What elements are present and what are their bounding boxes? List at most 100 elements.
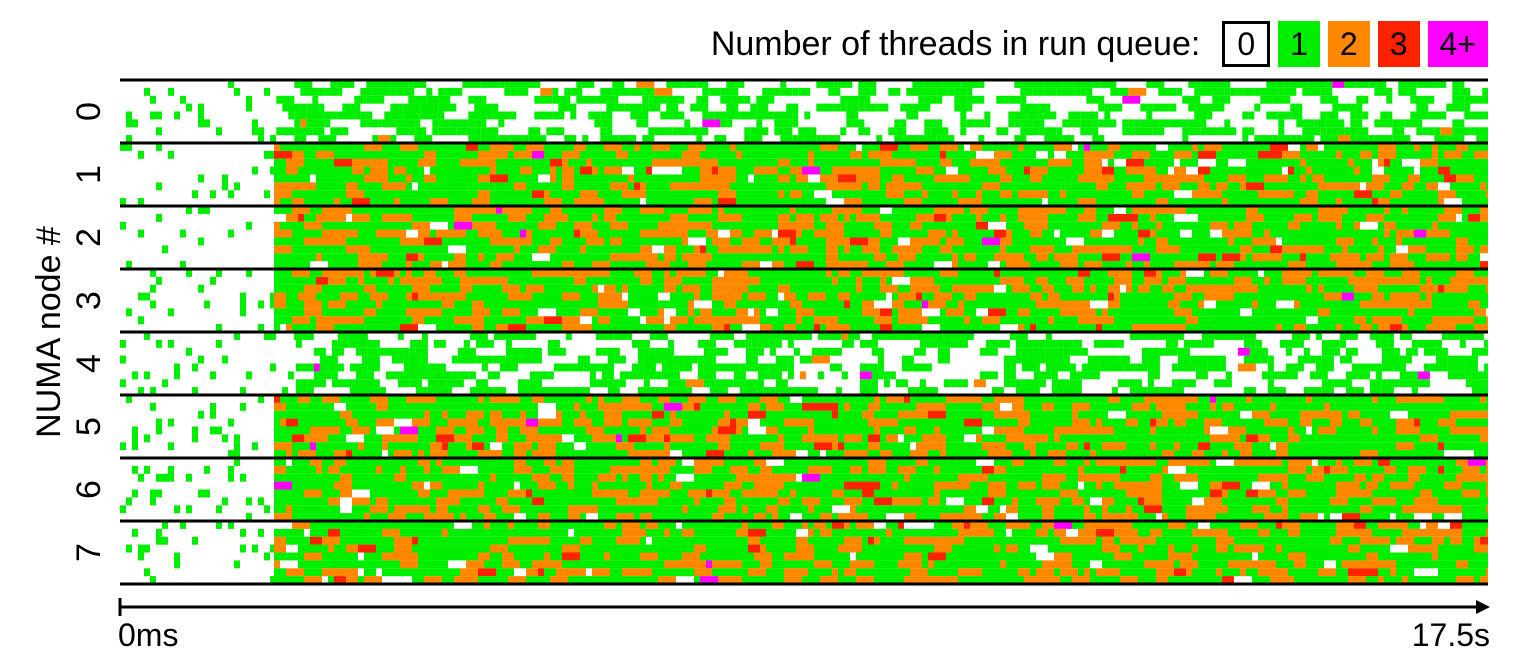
heatmap-cell <box>412 308 424 317</box>
heatmap-cell <box>1024 143 1036 151</box>
heatmap-cell <box>706 150 712 159</box>
heatmap-cell <box>763 387 776 395</box>
heatmap-cell <box>469 371 476 380</box>
heatmap-cell <box>469 332 488 340</box>
heatmap-cell <box>390 87 397 96</box>
heatmap-cell <box>1306 190 1318 199</box>
heatmap-cell <box>1369 387 1382 395</box>
heatmap-cell <box>334 198 340 206</box>
heatmap-cell <box>1452 87 1471 96</box>
heatmap-cell <box>793 387 812 395</box>
heatmap-cell <box>532 497 544 506</box>
heatmap-cell <box>856 458 868 466</box>
heatmap-cell <box>412 221 430 230</box>
heatmap-cell <box>246 497 252 506</box>
heatmap-cell <box>772 150 784 159</box>
heatmap-cell <box>916 253 934 262</box>
heatmap-cell <box>1258 284 1276 293</box>
heatmap-cell <box>736 198 754 206</box>
heatmap-cell <box>382 316 394 325</box>
heatmap-cell <box>502 166 520 175</box>
heatmap-cell <box>448 174 460 183</box>
heatmap-cell <box>1234 450 1240 458</box>
heatmap-cell <box>730 276 748 285</box>
heatmap-cell <box>370 442 382 451</box>
heatmap-cell <box>1048 269 1060 277</box>
heatmap-cell <box>816 80 835 88</box>
heatmap-cell <box>438 103 457 112</box>
heatmap-cell <box>796 308 802 317</box>
heatmap-cell <box>826 450 844 458</box>
heatmap-cell <box>628 489 640 498</box>
heatmap-cell <box>544 198 562 206</box>
heatmap-cell <box>859 387 878 395</box>
heatmap-cell <box>604 213 616 222</box>
heatmap-cell <box>1378 198 1384 206</box>
heatmap-cell <box>436 229 454 238</box>
heatmap-cell <box>1222 143 1228 151</box>
heatmap-cell <box>1122 119 1129 128</box>
heatmap-cell <box>700 276 712 285</box>
heatmap-cell <box>622 434 628 443</box>
heatmap-cell <box>562 182 574 191</box>
heatmap-cell <box>916 174 922 183</box>
heatmap-cell <box>832 158 850 167</box>
heatmap-cell <box>1420 213 1426 222</box>
heatmap-cell <box>270 332 276 340</box>
heatmap-cell <box>784 418 790 427</box>
heatmap-cell <box>1192 505 1204 514</box>
heatmap-cell <box>1462 237 1468 246</box>
heatmap-cell <box>180 95 186 104</box>
heatmap-cell <box>1072 284 1084 293</box>
heatmap-cell <box>862 505 874 514</box>
heatmap-cell <box>694 402 700 411</box>
heatmap-cell <box>928 150 940 159</box>
heatmap-cell <box>688 292 694 301</box>
heatmap-cell <box>628 473 640 482</box>
heatmap-cell <box>412 284 424 293</box>
heatmap-cell <box>1270 410 1276 419</box>
heatmap-cell <box>1192 174 1204 183</box>
heatmap-cell <box>1192 237 1210 246</box>
heatmap-cell <box>1276 276 1282 285</box>
heatmap-cell <box>304 418 322 427</box>
heatmap-cell <box>604 410 616 419</box>
heatmap-cell <box>292 324 310 332</box>
heatmap-cell <box>1120 324 1132 332</box>
heatmap-cell <box>655 332 668 340</box>
heatmap-cell <box>1414 442 1420 451</box>
heatmap-cell <box>346 284 364 293</box>
heatmap-cell <box>1384 292 1390 301</box>
heatmap-cell <box>1234 206 1246 214</box>
heatmap-cell <box>505 347 524 356</box>
heatmap-cell <box>874 150 892 159</box>
heatmap-cell <box>1380 111 1393 120</box>
heatmap-cell <box>838 497 844 506</box>
heatmap-cell <box>1198 324 1216 332</box>
heatmap-cell <box>418 143 424 151</box>
heatmap-cell <box>514 245 520 254</box>
heatmap-cell <box>964 316 970 325</box>
heatmap-cell <box>1060 465 1078 474</box>
heatmap-cell <box>1090 418 1096 427</box>
heatmap-cell <box>562 442 574 451</box>
heatmap-cell <box>622 481 634 490</box>
heatmap-cell <box>930 80 943 88</box>
heatmap-cell <box>970 269 982 277</box>
heatmap-cell <box>364 190 376 199</box>
heatmap-cell <box>1024 253 1030 262</box>
heatmap-cell <box>1048 458 1054 466</box>
heatmap-cell <box>802 174 808 183</box>
heatmap-cell <box>388 450 394 458</box>
heatmap-cell <box>766 253 778 262</box>
heatmap-cell <box>862 473 874 482</box>
heatmap-cell <box>940 284 952 293</box>
heatmap-cell <box>460 150 478 159</box>
heatmap-cell <box>394 213 412 222</box>
heatmap-cell <box>934 269 940 277</box>
heatmap-cell <box>1216 158 1222 167</box>
heatmap-cell <box>1354 143 1360 151</box>
heatmap-cell <box>826 221 844 230</box>
heatmap-cell <box>292 497 304 506</box>
heatmap-cell <box>820 221 826 230</box>
